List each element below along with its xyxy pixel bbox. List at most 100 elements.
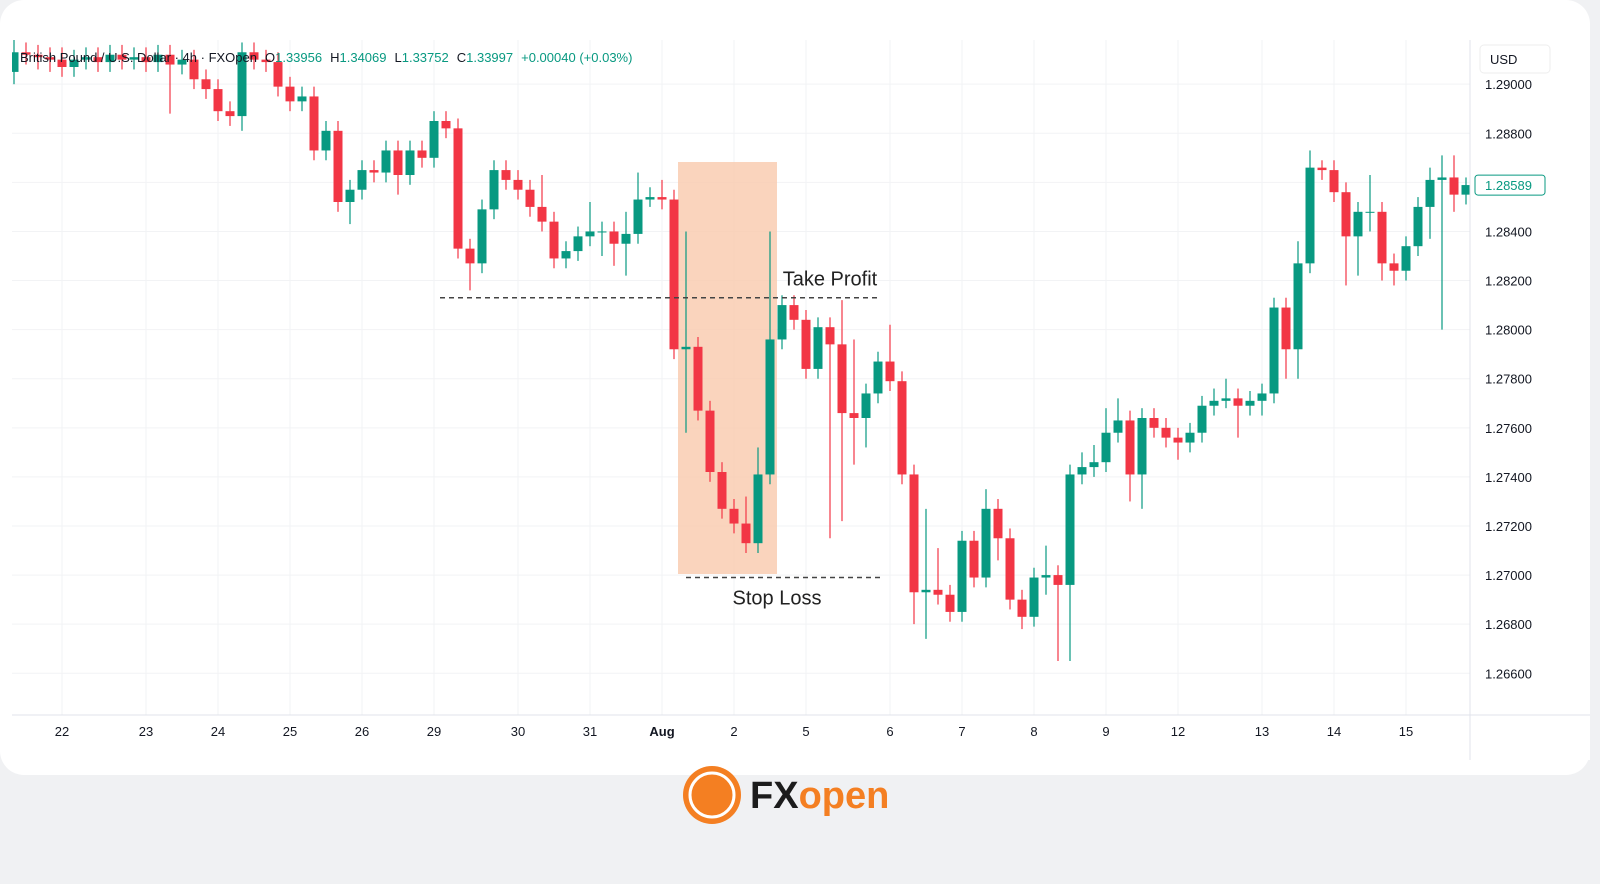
candle-body (93, 57, 103, 63)
candle-body (657, 197, 667, 200)
candle-body (1053, 575, 1063, 585)
x-tick-label: 23 (139, 724, 153, 739)
candle-body (1041, 575, 1051, 578)
candle-body (33, 54, 43, 58)
candle-body (1149, 418, 1159, 428)
candle-body (117, 54, 127, 60)
y-tick-label: 1.27800 (1485, 372, 1532, 387)
candle-body (765, 339, 775, 475)
x-tick-label: 13 (1255, 724, 1269, 739)
change: +0.00040 (+0.03%) (521, 50, 632, 65)
candle-body (249, 52, 259, 60)
candle-body (297, 96, 307, 102)
x-tick-label: Aug (649, 724, 674, 739)
candle-body (837, 344, 847, 414)
candle-body (1101, 432, 1111, 463)
candle-body (1125, 420, 1135, 475)
candle-body (45, 57, 55, 60)
x-tick-label: 5 (802, 724, 809, 739)
candle-body (861, 393, 871, 418)
candle-body (1413, 206, 1423, 247)
y-tick-label: 1.26800 (1485, 617, 1532, 632)
candle-body (669, 199, 679, 350)
candle-body (873, 361, 883, 394)
candle-body (981, 508, 991, 578)
candle-body (1425, 179, 1435, 207)
candle-body (1377, 211, 1387, 264)
candle-body (1173, 437, 1183, 443)
candle-body (333, 130, 343, 202)
logo-text: FXopen (750, 775, 889, 817)
candle-body (141, 57, 151, 63)
symbol-name: British Pound / U.S. Dollar · 4h · FXOpe… (20, 50, 257, 65)
candle-body (633, 199, 643, 234)
candle-body (1353, 211, 1363, 237)
candle-body (693, 346, 703, 411)
candle-body (741, 523, 751, 544)
candle-body (753, 474, 763, 544)
candle-body (681, 346, 691, 350)
logo-fx: FX (750, 775, 799, 817)
x-tick-label: 29 (427, 724, 441, 739)
y-tick-label: 1.26600 (1485, 666, 1532, 681)
candle-body (909, 474, 919, 593)
ohlc-key: O (265, 50, 275, 65)
candle-body (549, 221, 559, 259)
candle-body (885, 361, 895, 382)
x-tick-label: 24 (211, 724, 225, 739)
candle-body (369, 170, 379, 173)
candle-body (489, 170, 499, 210)
candle-body (225, 111, 235, 117)
y-tick-label: 1.27000 (1485, 568, 1532, 583)
y-tick-label: 1.28800 (1485, 126, 1532, 141)
candle-body (321, 130, 331, 151)
candle-body (453, 128, 463, 249)
chart-area (12, 40, 1590, 760)
ohlc-value: 1.33997 (466, 50, 513, 65)
candle-body (573, 236, 583, 252)
candle-body (1017, 599, 1027, 617)
ohlc-key: C (457, 50, 466, 65)
candle-body (1089, 462, 1099, 468)
candle-body (309, 96, 319, 151)
y-tick-label: 1.28000 (1485, 323, 1532, 338)
candle-body (1317, 167, 1327, 171)
candle-body (393, 150, 403, 175)
x-tick-label: 7 (958, 724, 965, 739)
candle-body (357, 170, 367, 190)
candle-body (261, 59, 271, 63)
candle-body (1401, 246, 1411, 271)
candle-body (441, 121, 451, 129)
x-tick-label: 8 (1030, 724, 1037, 739)
candle-body (1341, 192, 1351, 237)
ohlc-key: L (395, 50, 402, 65)
candle-body (1269, 307, 1279, 394)
candle-body (21, 52, 31, 55)
candle-body (933, 589, 943, 595)
candle-body (597, 231, 607, 233)
candle-body (993, 508, 1003, 539)
candle-body (213, 89, 223, 112)
candle-body (501, 170, 511, 180)
x-tick-label: 31 (583, 724, 597, 739)
x-tick-label: 30 (511, 724, 525, 739)
candle-body (405, 150, 415, 175)
last-price-box (1474, 174, 1546, 196)
candle-body (273, 62, 283, 87)
logo-open: open (799, 775, 890, 817)
candle-body (537, 206, 547, 222)
candle-body (789, 305, 799, 320)
ohlc-value: 1.33752 (402, 50, 449, 65)
candle-body (513, 179, 523, 190)
candle-body (921, 589, 931, 593)
x-tick-label: 26 (355, 724, 369, 739)
candle-body (957, 540, 967, 612)
y-tick-label: 1.29000 (1485, 77, 1532, 92)
candle-body (1197, 405, 1207, 433)
candle-body (801, 319, 811, 369)
level-label: Take Profit (783, 269, 878, 291)
x-tick-label: 12 (1171, 724, 1185, 739)
candle-body (1293, 263, 1303, 350)
candle-body (1077, 467, 1087, 475)
